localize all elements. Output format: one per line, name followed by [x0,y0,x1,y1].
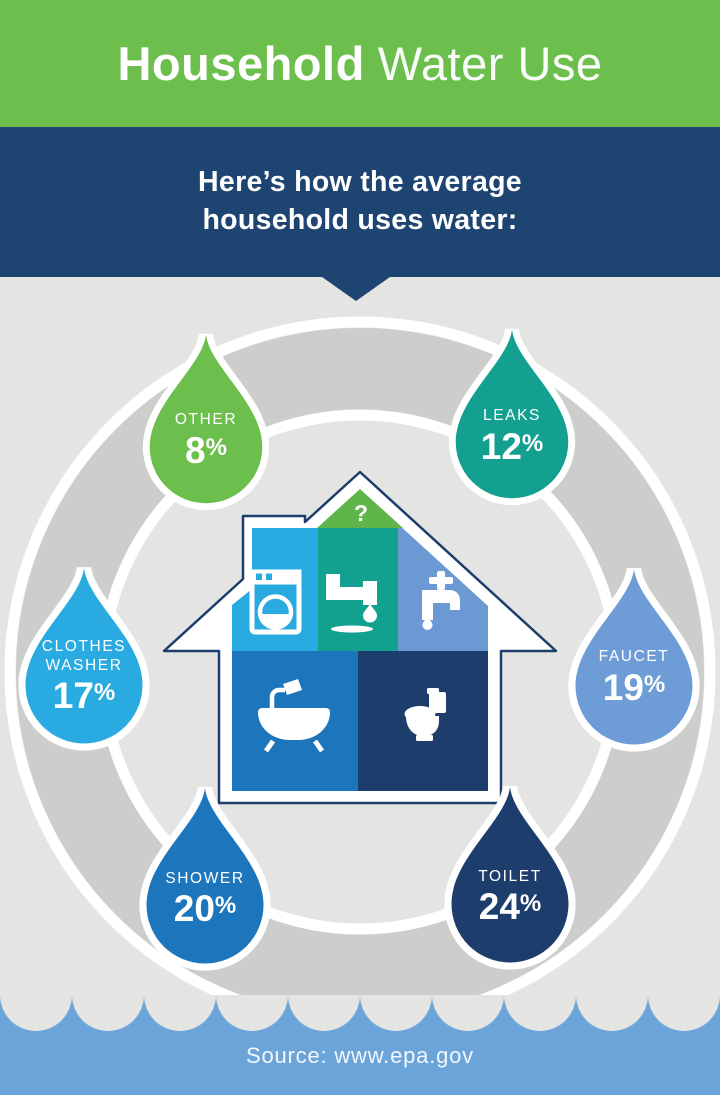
page-title-bold: Household [117,37,365,90]
svg-text:8%: 8% [185,430,227,471]
chart-canvas: ? [0,277,720,995]
drop-clothes-washer: CLOTHES WASHER 17% [18,566,150,751]
svg-text:TOILET: TOILET [478,868,542,885]
svg-text:20%: 20% [174,888,237,929]
header: Household Water Use [0,0,720,127]
down-pointer-icon [322,277,390,301]
drop-unit-shower: % [215,892,236,919]
drop-unit-other: % [206,434,227,461]
wave-path [0,995,720,1031]
drop-shape-leaks [448,328,576,506]
drop-label-leaks: LEAKS [483,407,541,424]
svg-text:OTHER: OTHER [175,411,237,428]
drop-other: OTHER 8% [142,333,270,511]
drop-toilet: TOILET 24% [444,785,576,970]
svg-text:19%: 19% [603,667,666,708]
ring-outer-edge [4,316,716,995]
drop-value-other: 8 [185,430,206,471]
drop-unit-faucet: % [644,671,665,698]
house-pictogram: ? [162,470,558,805]
drop-shape-toilet [444,785,576,970]
other-roof-triangle [317,489,403,528]
intro-band: Here’s how the average household uses wa… [0,127,720,301]
drop-shower: SHOWER 20% [139,786,271,971]
data-drops: OTHER 8% LEAKS 12% CLOTHES WASHER 17% [18,328,700,971]
water-use-chart: ? [4,316,716,995]
bathtub-shower-icon [258,679,330,753]
question-mark: ? [354,500,368,526]
toilet-icon [404,688,446,741]
page-title-light: Water Use [377,37,603,90]
drop-label-washer: WASHER [45,657,122,674]
svg-text:LEAKS: LEAKS [483,407,541,424]
drop-value-clothes-washer: 17 [53,675,94,716]
drop-unit-clothes-washer: % [94,679,115,706]
source-text: Source: www.epa.gov [246,1043,474,1068]
drop-unit-leaks: % [522,430,543,457]
intro-text: Here’s how the average household uses wa… [198,166,522,236]
drop-value-leaks: 12 [481,426,522,467]
svg-text:FAUCET: FAUCET [599,648,670,665]
drop-value-faucet: 19 [603,667,644,708]
drop-label-faucet: FAUCET [599,648,670,665]
wave-scallops [0,995,720,1031]
footer: Source: www.epa.gov [0,995,720,1095]
washing-machine-icon [249,569,302,635]
svg-text:24%: 24% [479,886,542,927]
drop-shape-shower [139,786,271,971]
drop-shape-faucet [568,567,700,752]
drop-label-clothes: CLOTHES [42,638,126,655]
faucet-icon [422,571,460,630]
svg-text:17%: 17% [53,675,116,716]
leaking-pipe-icon [326,574,377,633]
drop-value-shower: 20 [174,888,215,929]
drop-label-toilet: TOILET [478,868,542,885]
svg-text:SHOWER: SHOWER [165,870,244,887]
drop-label-shower: SHOWER [165,870,244,887]
drop-faucet: FAUCET 19% [568,567,700,752]
drop-value-toilet: 24 [479,886,521,927]
drop-leaks: LEAKS 12% [448,328,576,506]
drop-unit-toilet: % [520,890,541,917]
svg-text:12%: 12% [481,426,544,467]
drop-shape-clothes-washer [18,566,150,751]
drop-label-other: OTHER [175,411,237,428]
page-title: Household Water Use [117,36,602,91]
drop-shape-other [142,333,270,511]
